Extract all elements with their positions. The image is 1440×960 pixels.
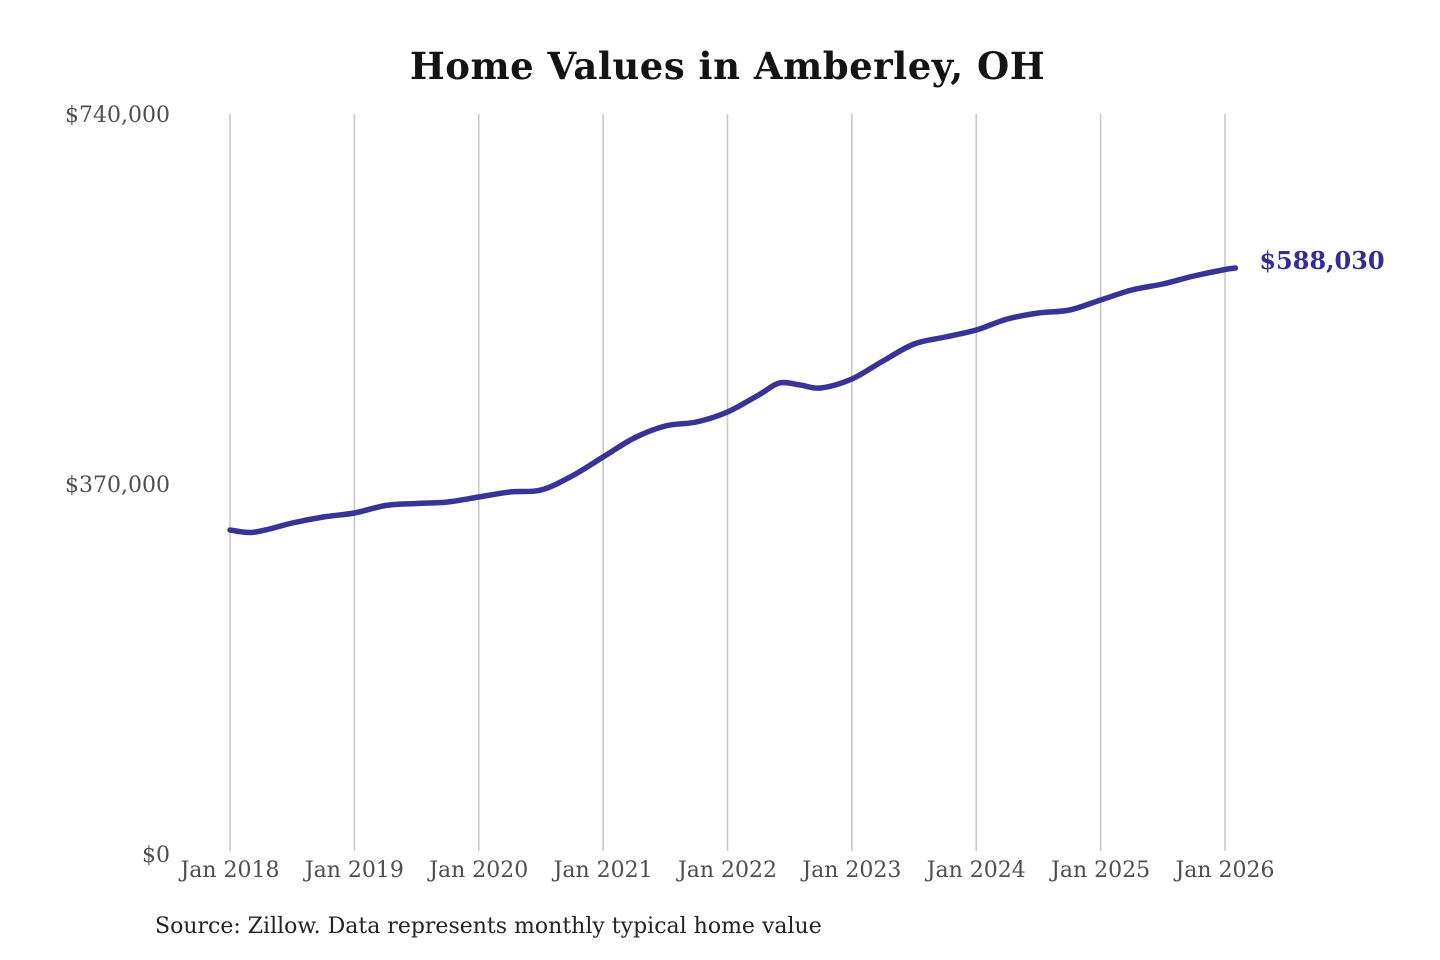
x-axis-tick-label: Jan 2020: [429, 858, 529, 883]
latest-value-label: $588,030: [1259, 245, 1385, 275]
x-axis-tick-label: Jan 2026: [1175, 858, 1275, 883]
x-axis-tick-label: Jan 2023: [802, 858, 902, 883]
x-axis-tick-label: Jan 2022: [677, 858, 778, 883]
home-value-line-series: [227, 265, 1239, 536]
x-axis-tick-label: Jan 2018: [180, 858, 280, 883]
source-note: Source: Zillow. Data represents monthly …: [155, 914, 822, 939]
y-axis-tick-label: $0: [142, 843, 170, 868]
x-axis-tick-label: Jan 2025: [1051, 858, 1151, 883]
x-axis-tick-label: Jan 2021: [553, 858, 653, 883]
chart-title: Home Values in Amberley, OH: [409, 44, 1046, 88]
y-axis-tick-label: $370,000: [65, 473, 170, 498]
x-axis-tick-label: Jan 2024: [926, 858, 1026, 883]
x-axis-tick-label: Jan 2019: [304, 858, 404, 883]
y-axis-tick-label: $740,000: [65, 103, 170, 128]
